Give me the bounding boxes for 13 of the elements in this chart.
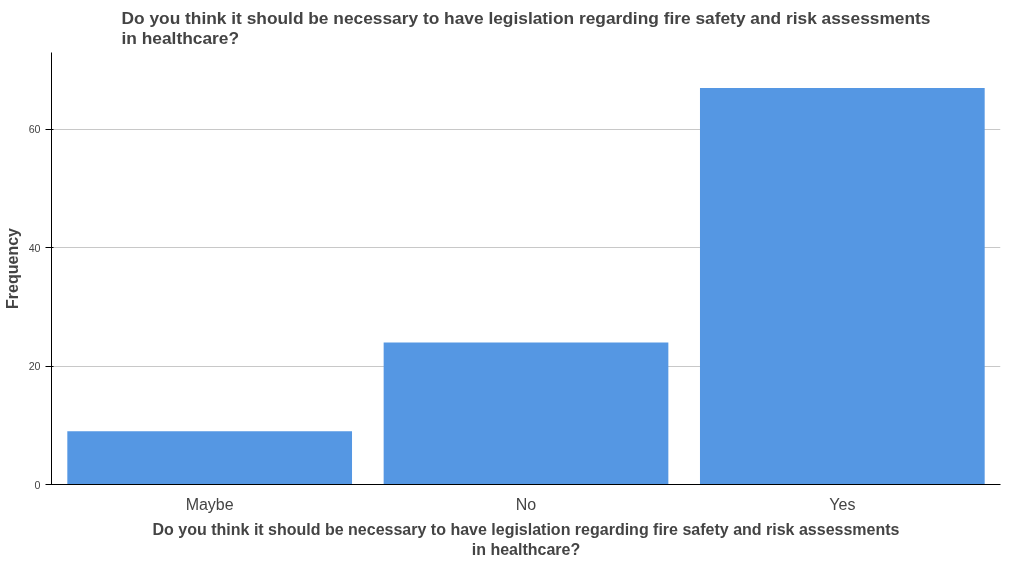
chart-title: Do you think it should be necessary to have legislation regarding fire safety and risk assessments in healthcare?: [121, 7, 931, 48]
y-tick-label: 20: [28, 360, 41, 373]
x-tick-label: Yes: [829, 495, 856, 513]
bar: [699, 88, 985, 485]
y-axis-title: Frequency: [3, 227, 21, 309]
x-axis-title: Do you think it should be necessary to have legislation regarding fire safety and risk assessments in healthcare?: [152, 520, 900, 558]
x-tick-label: No: [515, 495, 537, 513]
y-tick-label: 40: [28, 241, 41, 254]
x-tick-label: Maybe: [185, 495, 234, 513]
bar: [67, 431, 353, 485]
y-tick-label: 0: [34, 478, 41, 491]
y-tick-label: 60: [28, 123, 41, 136]
bar: [383, 342, 669, 485]
